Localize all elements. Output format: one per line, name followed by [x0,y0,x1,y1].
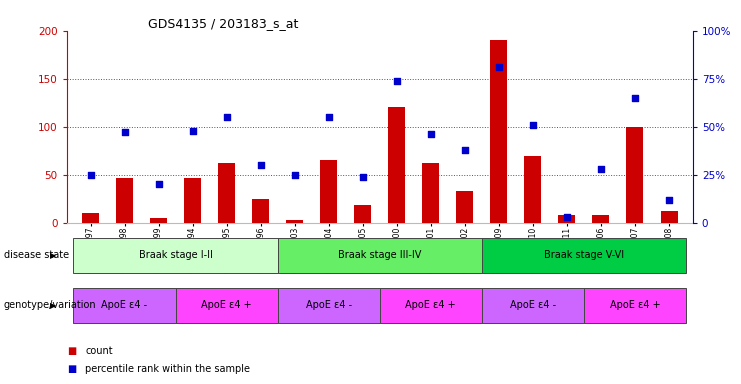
Text: ApoE ε4 +: ApoE ε4 + [202,300,252,310]
FancyBboxPatch shape [584,288,686,323]
Text: ■: ■ [67,364,76,374]
Bar [320,161,337,223]
Bar [82,213,99,223]
Point [187,127,199,134]
Bar [626,127,643,223]
Bar [422,163,439,223]
Text: percentile rank within the sample: percentile rank within the sample [85,364,250,374]
Bar [116,178,133,223]
Text: Braak stage V-VI: Braak stage V-VI [544,250,624,260]
Point [255,162,267,168]
Point [357,174,369,180]
Point [663,197,675,203]
Bar [456,191,473,223]
Bar [218,163,235,223]
FancyBboxPatch shape [278,288,380,323]
Point [629,95,641,101]
Bar [252,199,269,223]
FancyBboxPatch shape [73,238,278,273]
Point [561,214,573,220]
Point [425,131,436,137]
Text: ApoE ε4 -: ApoE ε4 - [510,300,556,310]
Bar [559,215,576,223]
FancyBboxPatch shape [176,288,278,323]
Point [84,172,96,178]
FancyBboxPatch shape [278,238,482,273]
Bar [593,215,609,223]
Point [119,129,130,136]
Bar [525,156,542,223]
Bar [388,107,405,223]
FancyBboxPatch shape [482,238,686,273]
Text: ▶: ▶ [50,251,57,260]
Text: ApoE ε4 -: ApoE ε4 - [305,300,352,310]
Point [391,78,402,84]
Bar [150,218,167,223]
Text: Braak stage I-II: Braak stage I-II [139,250,213,260]
Bar [491,40,508,223]
Bar [660,211,677,223]
Text: Braak stage III-IV: Braak stage III-IV [338,250,422,260]
FancyBboxPatch shape [380,288,482,323]
Bar [286,220,303,223]
Text: count: count [85,346,113,356]
Point [493,64,505,70]
Text: ▶: ▶ [50,301,57,310]
Text: ApoE ε4 -: ApoE ε4 - [102,300,147,310]
FancyBboxPatch shape [482,288,584,323]
Text: ApoE ε4 +: ApoE ε4 + [405,300,456,310]
Point [459,147,471,153]
Point [153,181,165,187]
Point [289,172,301,178]
Point [221,114,233,120]
Text: disease state: disease state [4,250,69,260]
Bar [354,205,371,223]
Text: ■: ■ [67,346,76,356]
Text: ApoE ε4 +: ApoE ε4 + [610,300,660,310]
Point [527,122,539,128]
Bar [184,178,201,223]
Point [595,166,607,172]
FancyBboxPatch shape [73,288,176,323]
Text: GDS4135 / 203183_s_at: GDS4135 / 203183_s_at [148,17,299,30]
Text: genotype/variation: genotype/variation [4,300,96,310]
Point [323,114,335,120]
